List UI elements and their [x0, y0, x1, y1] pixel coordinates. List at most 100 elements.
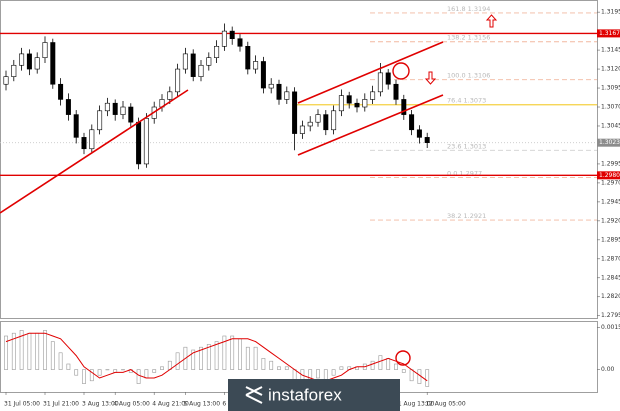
logo-text: instaforex: [268, 385, 342, 404]
candle-body: [393, 83, 399, 100]
histogram-bar: [386, 358, 391, 370]
candle-body: [182, 53, 188, 70]
histogram-bar: [175, 352, 180, 370]
candle-body: [354, 102, 360, 108]
y-tick-label: 1.3070: [601, 104, 620, 111]
x-tick-label: 31 Jul 05:00: [4, 401, 40, 408]
candle-body: [401, 99, 407, 115]
y-tick-label: 1.2870: [601, 255, 620, 262]
histogram-bar: [191, 349, 196, 370]
candle-body: [120, 106, 126, 115]
highlight-circle: [395, 350, 411, 366]
arrow-down: [424, 71, 437, 85]
histogram-bar: [89, 369, 94, 382]
candle-body: [229, 30, 235, 40]
candle-body: [362, 99, 368, 108]
histogram-bar: [261, 358, 266, 370]
candle-body: [136, 121, 142, 165]
histogram-bar: [214, 341, 219, 370]
histogram-bar: [401, 369, 406, 373]
candle-body: [19, 53, 25, 66]
fib-label: 38.2 1.2921: [447, 212, 486, 220]
candle-body: [143, 118, 149, 165]
indicator-tick-label: 0.0015: [601, 324, 620, 331]
x-tick-label: 11 Aug 13:00: [394, 401, 435, 408]
candle-body: [416, 129, 422, 138]
candle-body: [260, 61, 266, 89]
histogram-bar: [58, 352, 63, 370]
x-tick-label: 4 Aug 05:00: [113, 401, 150, 408]
logo-box: [228, 379, 400, 411]
histogram-bar: [144, 369, 149, 379]
candle-body: [89, 129, 95, 150]
candle-body: [42, 42, 48, 58]
histogram-bar: [245, 346, 250, 370]
candle-body: [175, 68, 181, 93]
y-tick-label: 1.2920: [601, 217, 620, 224]
candle-body: [292, 91, 298, 134]
fib-label: 161.8 1.3194: [447, 5, 490, 13]
candle-body: [245, 45, 251, 70]
level-tag: 1.2980: [599, 172, 620, 179]
candle-body: [424, 137, 430, 143]
arrow-up: [485, 14, 498, 28]
level-tag: 1.3167: [599, 30, 620, 37]
candle-body: [34, 57, 40, 70]
candle-body: [104, 102, 110, 112]
y-tick-label: 1.2895: [601, 236, 620, 243]
histogram-bar: [11, 332, 16, 370]
histogram-bar: [97, 369, 102, 376]
candle-body: [284, 91, 290, 100]
y-tick-label: 1.3120: [601, 66, 620, 73]
histogram-bar: [230, 335, 235, 370]
candle-body: [377, 72, 383, 93]
y-tick-label: 1.2795: [601, 312, 620, 319]
candle-body: [26, 53, 32, 70]
histogram-bar: [35, 332, 40, 370]
histogram-bar: [199, 346, 203, 370]
candle-body: [3, 76, 9, 85]
histogram-bar: [370, 360, 375, 370]
x-tick-label: 12 Aug 05:00: [425, 401, 466, 408]
histogram-bar: [19, 330, 24, 370]
candle-body: [323, 114, 329, 131]
histogram-bar: [238, 338, 242, 370]
histogram-bar: [394, 363, 398, 370]
candle-body: [221, 30, 227, 47]
histogram-bar: [43, 330, 47, 370]
candle-body: [97, 110, 103, 131]
channel-bottom: [297, 94, 444, 156]
histogram-bar: [206, 344, 211, 370]
fib-label: 76.4 1.3073: [447, 97, 486, 105]
level-tag-box: [597, 138, 620, 147]
candle-body: [338, 95, 344, 112]
indicator-tick-label: 0.00: [601, 366, 615, 373]
histogram-bar: [316, 369, 320, 379]
level-tag-box: [597, 171, 620, 180]
candle-body: [190, 53, 196, 77]
candle-body: [50, 42, 56, 85]
histogram-bar: [160, 366, 164, 370]
price-frame: [0, 0, 598, 319]
candle-body: [253, 61, 259, 70]
candle-body: [385, 72, 391, 85]
histogram-bar: [284, 366, 289, 370]
histogram-bar: [152, 369, 157, 373]
y-tick-label: 1.2845: [601, 274, 620, 281]
histogram-bar: [82, 369, 86, 384]
channel-top: [297, 41, 444, 104]
histogram-bar: [339, 366, 344, 370]
y-tick-label: 1.3145: [601, 47, 620, 54]
y-tick-label: 1.3195: [601, 9, 620, 16]
candle-body: [206, 57, 212, 66]
candle-body: [11, 64, 17, 77]
x-tick-label: 31 Jul 21:00: [43, 401, 79, 408]
candle-body: [237, 38, 243, 47]
highlight-circle: [392, 62, 410, 80]
candle-body: [167, 91, 173, 100]
histogram-bar: [74, 369, 79, 376]
candle-body: [128, 106, 134, 123]
histogram-bar: [409, 369, 414, 382]
